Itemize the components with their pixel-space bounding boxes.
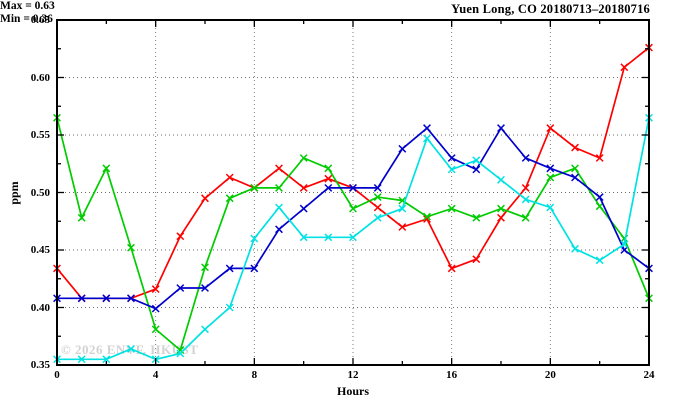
watermark-text: © 2026 ENVF, HKUST — [61, 342, 199, 357]
x-tick-label: 12 — [347, 369, 359, 381]
y-tick-label: 0.50 — [30, 186, 50, 199]
y-tick-label: 0.65 — [30, 14, 50, 26]
y-tick-label: 0.35 — [30, 359, 50, 371]
x-tick-label: 8 — [251, 369, 258, 381]
x-tick-label: 4 — [152, 369, 159, 381]
x-tick-label: 0 — [54, 369, 60, 381]
y-tick-label: 0.40 — [30, 301, 50, 314]
x-tick-label: 20 — [544, 369, 556, 381]
chart-title: Yuen Long, CO 20180713–20180716 — [451, 2, 650, 16]
max-value-label: Max = 0.63 — [0, 0, 55, 12]
x-tick-label: 24 — [643, 369, 655, 381]
y-tick-label: 0.55 — [30, 129, 50, 141]
y-tick-label: 0.45 — [30, 244, 50, 256]
x-axis-label: Hours — [336, 384, 369, 398]
maxmin-annotation: Max = 0.63 Min = 0.36 — [0, 0, 674, 26]
y-tick-label: 0.60 — [30, 71, 50, 84]
min-value-label: Min = 0.36 — [0, 13, 53, 25]
x-tick-label: 16 — [446, 369, 458, 381]
